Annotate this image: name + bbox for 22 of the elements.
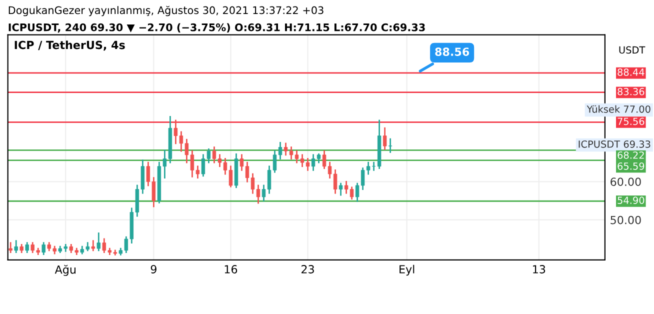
x-tick-label: Eyl bbox=[400, 264, 414, 276]
ref-line-label: 65.59 bbox=[618, 162, 644, 170]
candlestick bbox=[388, 138, 392, 153]
ref-line-label: 75.56 bbox=[618, 118, 644, 126]
ref-line-label: 88.44 bbox=[618, 68, 644, 76]
x-tick-label: 16 bbox=[224, 265, 238, 274]
x-tick-label: 23 bbox=[302, 265, 314, 274]
x-tick-label: 13 bbox=[533, 265, 546, 274]
x-tick-label: Ağu bbox=[54, 264, 76, 276]
annotation: Yüksek 77.00 bbox=[586, 105, 650, 113]
ref-line-label: 83.36 bbox=[618, 88, 644, 96]
chart-title: ICP / TetherUS, 4s bbox=[14, 40, 125, 51]
x-tick-label: 9 bbox=[150, 265, 156, 274]
y-axis-title: USDT bbox=[619, 46, 646, 54]
annotation: ICPUSDT 69.33 bbox=[578, 140, 650, 148]
y-tick-label: 50.00 bbox=[610, 216, 641, 224]
text: DogukanGezer yayınlanmış, Ağustos 30, 2021 13:37:22 +03 bbox=[8, 6, 324, 16]
y-tick-label: 60.00 bbox=[610, 178, 641, 186]
text: ICPUSDT, 240 69.30 ▼ −2.70 (−3.75%) O:69.31 H:71.15 L:67.70 C:69.33 bbox=[8, 23, 425, 33]
ref-line-label: 68.22 bbox=[618, 151, 644, 159]
ref-line-label: 54.90 bbox=[618, 196, 644, 204]
annotation: 88.56 bbox=[435, 48, 470, 56]
